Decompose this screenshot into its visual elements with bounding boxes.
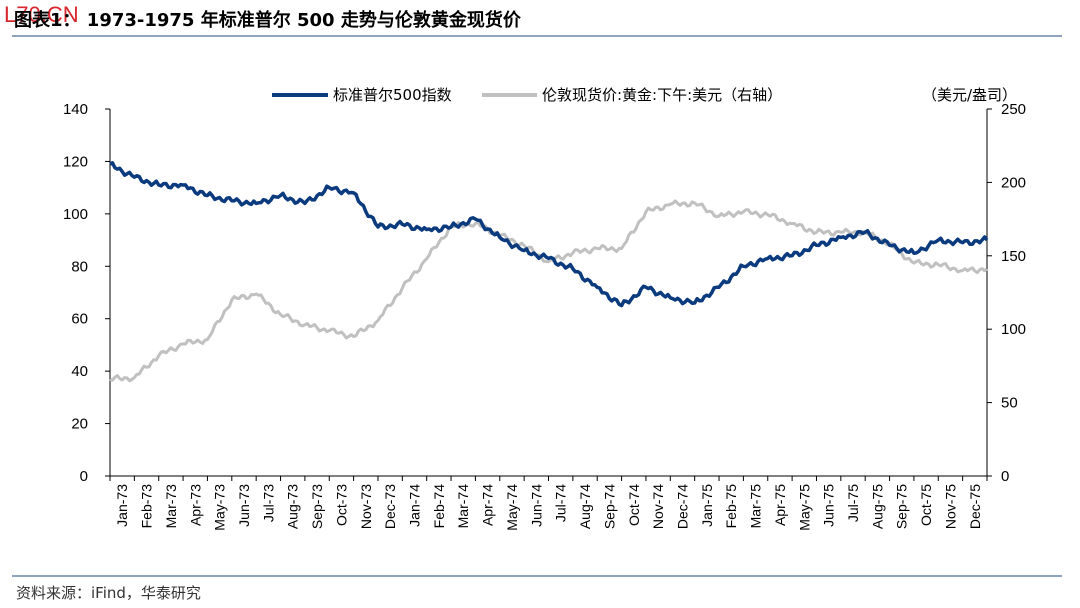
gold-price-line [109,199,988,383]
x-tick-label: Nov-75 [942,484,958,529]
right-tick-label: 200 [1001,174,1026,191]
x-tick-label: Jul-74 [553,484,569,522]
source-note: 资料来源：iFind，华泰研究 [16,584,201,602]
x-tick-label: May-73 [212,484,228,531]
left-tick-label: 80 [71,258,88,275]
x-tick-label: Apr-73 [187,484,203,526]
x-tick-label: Aug-75 [869,484,885,529]
right-tick-label: 250 [1001,101,1026,118]
x-tick-label: Mar-73 [163,484,179,529]
x-tick-label: Nov-74 [650,484,666,529]
x-tick-label: Feb-74 [431,484,447,529]
left-tick-label: 60 [71,311,88,328]
x-tick-label: Dec-75 [967,484,983,529]
x-tick-label: Oct-75 [918,484,934,526]
left-tick-label: 0 [80,468,88,485]
x-tick-label: Apr-74 [480,484,496,526]
x-tick-label: Sep-73 [309,484,325,529]
x-tick-label: Nov-73 [358,484,374,529]
x-tick-label: Jun-75 [821,484,837,527]
right-tick-label: 50 [1001,395,1018,412]
right-axis-unit-label: （美元/盎司） [922,86,1017,104]
x-tick-label: Feb-73 [139,484,155,529]
right-tick-label: 100 [1001,321,1026,338]
chart-axes: 0 20 40 60 80 100 120 140 0 50 100 150 200 250（美元/盎司）… [63,86,1026,531]
left-tick-label: 100 [63,206,88,223]
x-tick-label: Feb-75 [723,484,739,529]
chart-legend: 标准普尔500指数 伦敦现货价:黄金:下午:美元（右轴） [272,86,782,104]
x-tick-label: Dec-73 [382,484,398,529]
right-tick-label: 150 [1001,248,1026,265]
x-tick-label: May-75 [796,484,812,531]
x-tick-label: Jun-74 [528,484,544,527]
x-tick-label: Jan-75 [699,484,715,527]
x-tick-label: Aug-74 [577,484,593,529]
x-tick-label: Jan-73 [114,484,130,527]
top-divider [12,35,1062,37]
right-tick-label: 0 [1001,468,1009,485]
x-tick-label: Jan-74 [407,484,423,527]
x-tick-label: May-74 [504,484,520,531]
x-tick-label: Mar-75 [748,484,764,529]
left-tick-label: 140 [63,101,88,118]
left-tick-label: 120 [63,153,88,170]
x-tick-label: Dec-74 [674,484,690,529]
legend-sp500-label: 标准普尔500指数 [333,86,452,104]
x-tick-label: Jun-73 [236,484,252,527]
left-tick-label: 20 [71,416,88,433]
x-tick-label: Oct-73 [333,484,349,526]
x-tick-label: Oct-74 [626,484,642,526]
legend-gold-label: 伦敦现货价:黄金:下午:美元（右轴） [542,86,782,104]
x-tick-label: Apr-75 [772,484,788,526]
x-tick-label: Jul-75 [845,484,861,522]
x-tick-label: Sep-74 [601,484,617,529]
bottom-divider [12,575,1062,577]
series-layer [109,161,989,383]
x-tick-label: Sep-75 [894,484,910,529]
sp500-line [109,161,989,308]
x-tick-label: Aug-73 [285,484,301,529]
chart-title: 图表1： 1973-1975 年标准普尔 500 走势与伦敦黄金现货价 [14,10,521,31]
x-tick-label: Jul-73 [260,484,276,522]
x-tick-label: Mar-74 [455,484,471,529]
watermark: L70.CN [4,2,79,27]
left-tick-label: 40 [71,363,88,380]
